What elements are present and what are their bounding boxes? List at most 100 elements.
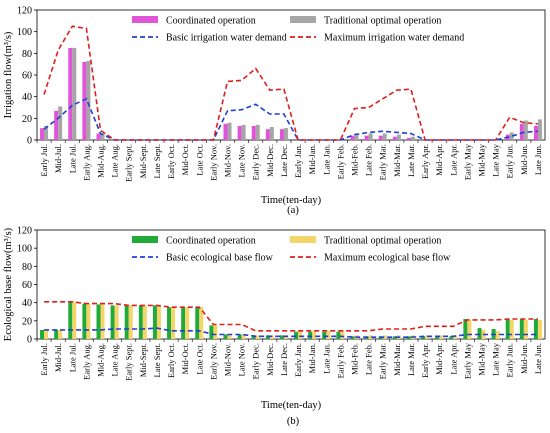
legend-label: Basic ecological base flow	[166, 253, 274, 264]
bar-coordinated	[40, 329, 45, 339]
bar-coordinated	[265, 335, 270, 339]
x-tick-label: Mid-Dec.	[265, 144, 275, 177]
bar-coordinated	[110, 305, 115, 339]
bar-coordinated	[54, 329, 59, 339]
x-tick-label: Early Mar.	[378, 343, 388, 379]
bar-coordinated	[294, 331, 299, 339]
bar-coordinated	[265, 129, 270, 140]
x-tick-label: Late Sept.	[152, 343, 162, 377]
bar-traditional	[72, 47, 77, 140]
x-tick-label: Early May	[462, 342, 472, 379]
x-tick-label: Late Jan.	[321, 144, 331, 175]
x-tick-label: Early Mar.	[378, 144, 388, 180]
x-tick-label: Early Apr.	[420, 144, 430, 179]
bar-coordinated	[350, 336, 355, 339]
bar-coordinated	[223, 334, 228, 339]
bar-traditional	[312, 330, 317, 339]
x-tick-label: Late Aug.	[110, 144, 120, 178]
bar-traditional	[44, 329, 49, 339]
bar-traditional	[72, 301, 77, 339]
x-tick-label: Mid-Nov.	[223, 144, 233, 177]
bar-traditional	[368, 335, 373, 339]
bar-coordinated	[308, 331, 313, 339]
bar-coordinated	[406, 336, 411, 339]
x-tick-label: Mid-Dec.	[265, 343, 275, 376]
panel-label: (a)	[287, 205, 299, 216]
bar-coordinated	[279, 335, 284, 339]
bar-traditional	[58, 329, 63, 339]
y-tick-label: 0	[27, 136, 32, 147]
bar-traditional	[241, 334, 246, 339]
bar-traditional	[269, 127, 274, 140]
bar-coordinated	[251, 335, 256, 339]
x-tick-label: Mid-Sept.	[138, 343, 148, 377]
bar-coordinated	[364, 135, 369, 140]
x-tick-label: Mid-Mar.	[392, 144, 402, 177]
x-tick-label: Late Oct.	[194, 343, 204, 375]
legend-swatch	[132, 16, 158, 23]
x-tick-label: Late Apr.	[448, 144, 458, 176]
x-tick-label: Mid-Jan.	[307, 144, 317, 174]
series-line-maximum	[43, 25, 538, 141]
legend-label: Basic irrigation water demand	[166, 33, 287, 44]
legend-label: Maximum irrigation water demand	[324, 33, 464, 44]
x-tick-label: Early Dec.	[251, 144, 261, 180]
bar-traditional	[213, 325, 218, 339]
bar-coordinated	[279, 129, 284, 140]
bar-traditional	[171, 307, 176, 339]
x-tick-label: Mid-Mar.	[392, 343, 402, 376]
bar-coordinated	[237, 125, 242, 140]
y-tick-label: 40	[22, 92, 32, 103]
series-line-basic	[43, 97, 538, 141]
bar-coordinated	[96, 304, 101, 339]
x-tick-label: Mid-Oct.	[180, 343, 190, 374]
bar-coordinated	[68, 47, 73, 140]
x-tick-label: Late Dec.	[279, 144, 289, 177]
bar-traditional	[467, 319, 472, 339]
legend: Coordinated operation Traditional optimal…	[132, 236, 451, 264]
x-tick-label: Late Feb.	[364, 343, 374, 375]
bar-traditional	[255, 124, 260, 140]
bar-traditional	[537, 319, 542, 339]
bar-coordinated	[40, 128, 45, 140]
bar-traditional	[340, 330, 345, 339]
y-tick-label: 20	[22, 316, 32, 327]
bar-coordinated	[209, 325, 214, 339]
y-axis-title: Ecological base flow(m³/s)	[3, 227, 14, 341]
legend-label: Traditional optimal operation	[324, 236, 441, 247]
bar-coordinated	[124, 305, 129, 339]
legend-swatch	[290, 16, 316, 23]
bar-traditional	[114, 305, 119, 339]
x-tick-label: Early Nov.	[208, 343, 218, 380]
series-line-maximum	[44, 300, 538, 332]
bar-traditional	[509, 132, 514, 140]
y-axis-title: Irrigation flow(m³/s)	[3, 31, 14, 118]
bar-traditional	[537, 119, 542, 140]
bar-coordinated	[378, 135, 383, 140]
bar-traditional	[100, 133, 105, 140]
x-tick-label: Mid-Jul.	[53, 144, 63, 173]
x-tick-label: Late Jun.	[533, 343, 543, 374]
bar-traditional	[396, 134, 401, 140]
y-tick-label: 120	[17, 6, 32, 17]
bar-coordinated	[463, 319, 468, 339]
bar-coordinated	[181, 307, 186, 339]
bar-traditional	[142, 305, 147, 339]
bar-traditional	[410, 136, 415, 140]
bar-coordinated	[54, 110, 59, 140]
x-tick-label: Early Sept.	[124, 343, 134, 381]
legend-swatch	[132, 236, 158, 243]
y-tick-label: 20	[22, 114, 32, 125]
x-tick-label: Early Dec.	[251, 343, 261, 379]
bar-coordinated	[237, 334, 242, 339]
y-tick-label: 40	[22, 298, 32, 309]
x-tick-label: Mid-Jul.	[53, 343, 63, 372]
x-tick-label: Early Oct.	[166, 144, 176, 179]
bar-traditional	[382, 335, 387, 339]
x-tick-label: Early Oct.	[166, 343, 176, 378]
bar-traditional	[156, 305, 161, 339]
bar-traditional	[100, 304, 105, 339]
bar-traditional	[58, 106, 63, 140]
x-tick-label: Early Jun.	[505, 144, 515, 178]
x-tick-label: Early Jun.	[505, 343, 515, 377]
